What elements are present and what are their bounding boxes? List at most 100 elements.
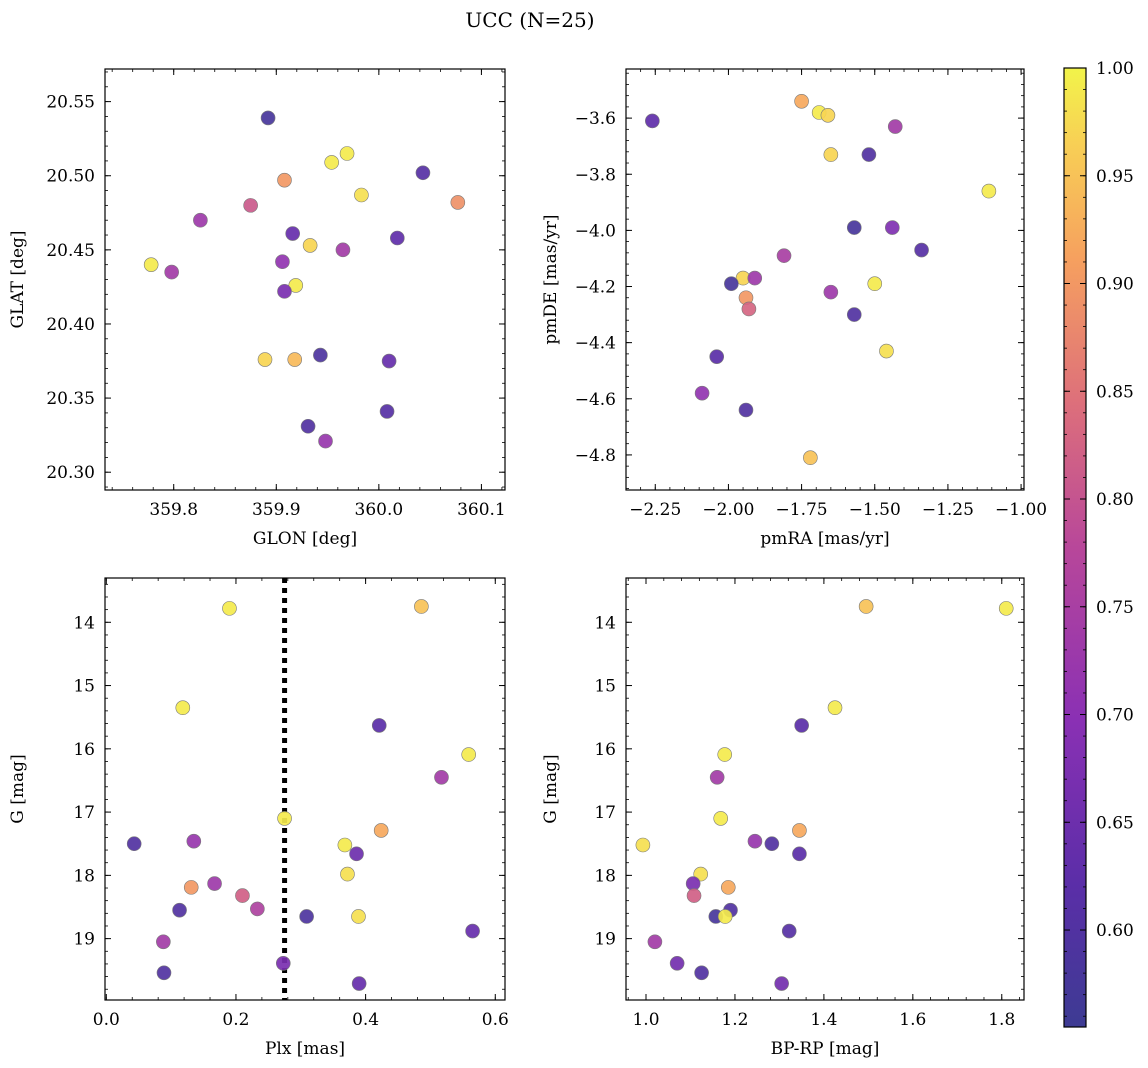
data-point <box>645 113 660 129</box>
y-tick-label: 14 <box>73 613 95 633</box>
data-point <box>717 747 733 762</box>
x-tick-label: 360.1 <box>457 500 506 520</box>
data-point <box>781 923 797 939</box>
data-point <box>823 284 839 300</box>
data-point <box>747 833 763 849</box>
x-axis-label: BP-RP [mag] <box>771 1039 880 1059</box>
data-point <box>792 823 807 838</box>
data-point <box>275 956 291 971</box>
data-point <box>686 888 702 903</box>
data-point <box>275 254 290 270</box>
data-point <box>647 934 663 950</box>
y-tick-label: 17 <box>594 803 616 823</box>
x-tick-label: 1.8 <box>988 1010 1015 1030</box>
y-tick-label: 20.50 <box>46 167 95 187</box>
data-point <box>379 404 395 419</box>
y-tick-label: 15 <box>73 677 95 697</box>
colorbar-tick-label: 0.90 <box>1096 275 1134 295</box>
data-point <box>998 601 1014 616</box>
data-point <box>794 718 809 733</box>
x-tick-label: −1.75 <box>776 500 828 520</box>
y-tick-label: 16 <box>73 740 95 760</box>
data-point <box>450 195 466 210</box>
data-point <box>340 866 355 882</box>
y-axis-label: G [mag] <box>541 754 561 823</box>
data-point <box>349 846 364 862</box>
y-tick-label: 17 <box>73 803 95 823</box>
x-tick-label: 1.4 <box>810 1010 837 1030</box>
x-tick-label: −1.00 <box>995 500 1047 520</box>
data-point <box>861 147 877 162</box>
data-point <box>414 599 429 614</box>
data-point <box>981 183 997 199</box>
data-point <box>277 284 292 299</box>
data-point <box>827 700 843 716</box>
y-tick-label: 20.30 <box>46 463 95 483</box>
data-point <box>277 172 292 188</box>
data-point <box>747 270 763 286</box>
data-point <box>694 965 709 981</box>
y-tick-label: 20.45 <box>46 241 95 261</box>
data-point <box>143 257 159 272</box>
data-point <box>914 242 929 258</box>
y-tick-label: 20.40 <box>46 315 95 335</box>
data-point <box>803 450 818 466</box>
data-point <box>461 747 476 762</box>
y-tick-label: 15 <box>594 677 616 697</box>
x-tick-label: 0.2 <box>222 1010 249 1030</box>
data-point <box>222 601 237 616</box>
x-tick-label: −2.00 <box>702 500 754 520</box>
data-point <box>126 836 142 852</box>
colorbar-tick-label: 0.65 <box>1096 813 1134 833</box>
x-axis-label: GLON [deg] <box>253 529 357 549</box>
y-tick-label: 16 <box>594 740 616 760</box>
data-point <box>235 888 250 903</box>
data-point <box>339 146 355 161</box>
data-point <box>302 238 318 253</box>
data-point <box>794 93 809 109</box>
panel-glon-glat: 359.8 359.9 360.0 360.1 20.30 20.35 20.40 20.45… <box>8 68 506 549</box>
plot-frame <box>625 68 1025 491</box>
y-tick-label: −4.0 <box>575 221 616 241</box>
data-point <box>879 343 894 359</box>
y-axis-label: GLAT [deg] <box>8 230 28 328</box>
data-point <box>717 909 733 924</box>
data-point <box>792 846 807 862</box>
data-point <box>709 769 725 785</box>
y-tick-label: 14 <box>594 613 616 633</box>
data-point <box>867 276 883 292</box>
x-tick-label: 0.0 <box>93 1010 120 1030</box>
data-point <box>390 230 405 246</box>
data-point <box>287 352 303 367</box>
data-point <box>351 976 367 991</box>
y-tick-label: 18 <box>594 866 616 886</box>
colorbar-tick-label: 0.85 <box>1096 382 1134 402</box>
data-point <box>186 833 202 849</box>
data-point <box>285 226 300 241</box>
data-point <box>776 248 792 263</box>
data-point <box>713 811 729 826</box>
data-point <box>193 212 208 228</box>
data-point <box>885 220 900 235</box>
colorbar-tick-label: 0.75 <box>1096 598 1134 618</box>
data-point <box>300 418 316 434</box>
data-point <box>720 880 736 895</box>
y-tick-label: 20.55 <box>46 93 95 113</box>
data-point <box>260 110 276 126</box>
data-point <box>846 220 862 235</box>
data-point <box>465 923 480 939</box>
data-point <box>324 155 339 170</box>
x-tick-label: 359.8 <box>149 500 198 520</box>
data-point <box>337 837 353 853</box>
y-tick-label: 19 <box>594 930 616 950</box>
colorbar-gradient <box>1063 67 1087 1028</box>
data-point <box>371 718 387 733</box>
data-point <box>183 880 199 895</box>
panel-bprp-g: 1.0 1.2 1.4 1.6 1.8 14 15 16 17 18 19 BP-RP [mag] G … <box>541 577 1025 1059</box>
data-point <box>354 187 369 203</box>
y-tick-label: −4.8 <box>575 446 616 466</box>
data-point <box>156 965 172 981</box>
data-point <box>738 402 754 418</box>
colorbar-tick-label: 0.95 <box>1096 167 1134 187</box>
data-point <box>741 301 757 317</box>
